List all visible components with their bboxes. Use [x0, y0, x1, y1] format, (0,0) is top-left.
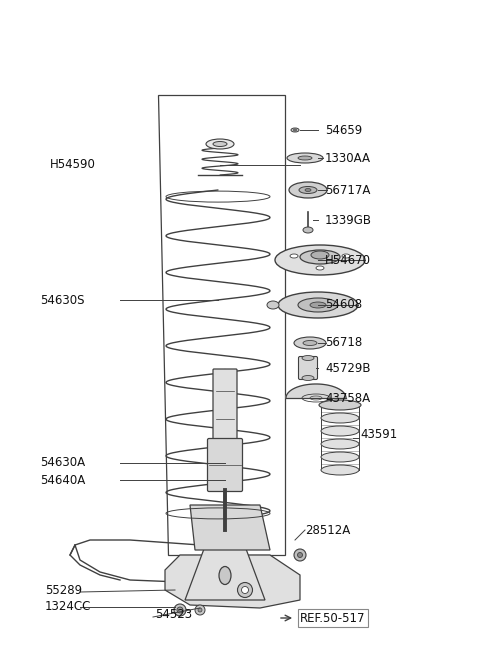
Ellipse shape	[294, 549, 306, 561]
Ellipse shape	[319, 400, 361, 410]
Text: 54608: 54608	[325, 298, 362, 312]
Ellipse shape	[294, 337, 326, 349]
Ellipse shape	[275, 245, 365, 275]
Ellipse shape	[302, 375, 314, 380]
Polygon shape	[286, 384, 346, 398]
Polygon shape	[185, 530, 265, 600]
Text: H54670: H54670	[325, 253, 371, 266]
Ellipse shape	[174, 604, 186, 616]
Text: 1330AA: 1330AA	[325, 152, 371, 165]
Ellipse shape	[213, 142, 227, 146]
Ellipse shape	[321, 465, 359, 475]
Ellipse shape	[278, 292, 358, 318]
Text: 54523: 54523	[155, 609, 192, 621]
Ellipse shape	[299, 186, 317, 194]
Ellipse shape	[303, 340, 317, 346]
Text: 1339GB: 1339GB	[325, 213, 372, 226]
Ellipse shape	[290, 254, 298, 258]
Ellipse shape	[298, 552, 302, 558]
Text: 55289: 55289	[45, 583, 82, 596]
Ellipse shape	[321, 426, 359, 436]
Ellipse shape	[302, 356, 314, 361]
Ellipse shape	[195, 605, 205, 615]
Ellipse shape	[321, 452, 359, 462]
Text: 43591: 43591	[360, 428, 397, 441]
Ellipse shape	[305, 188, 311, 192]
Text: H54590: H54590	[50, 159, 96, 171]
Ellipse shape	[287, 153, 323, 163]
Ellipse shape	[303, 227, 313, 233]
Text: 54659: 54659	[325, 123, 362, 136]
Ellipse shape	[300, 250, 340, 264]
Ellipse shape	[289, 182, 327, 198]
Text: 56718: 56718	[325, 337, 362, 350]
Ellipse shape	[321, 413, 359, 423]
Ellipse shape	[310, 302, 326, 308]
Polygon shape	[190, 505, 270, 550]
Ellipse shape	[298, 298, 338, 312]
Ellipse shape	[316, 266, 324, 270]
Text: 54630S: 54630S	[40, 293, 84, 306]
Ellipse shape	[177, 607, 183, 613]
FancyBboxPatch shape	[207, 438, 242, 491]
FancyBboxPatch shape	[213, 369, 237, 441]
Text: 54630A: 54630A	[40, 457, 85, 470]
Text: 1324CC: 1324CC	[45, 600, 91, 613]
Polygon shape	[165, 555, 300, 608]
Polygon shape	[158, 95, 285, 555]
FancyBboxPatch shape	[299, 356, 317, 380]
Text: 45729B: 45729B	[325, 361, 371, 375]
Text: 56717A: 56717A	[325, 184, 371, 197]
Ellipse shape	[198, 608, 202, 612]
Ellipse shape	[311, 251, 329, 259]
Text: REF.50-517: REF.50-517	[300, 611, 365, 625]
Ellipse shape	[241, 586, 249, 594]
Ellipse shape	[321, 439, 359, 449]
Ellipse shape	[238, 583, 252, 598]
Ellipse shape	[298, 156, 312, 160]
Text: 28512A: 28512A	[305, 523, 350, 537]
Ellipse shape	[293, 129, 297, 131]
Ellipse shape	[267, 301, 279, 309]
Ellipse shape	[206, 139, 234, 149]
Ellipse shape	[291, 128, 299, 132]
Text: 54640A: 54640A	[40, 474, 85, 487]
Text: 43758A: 43758A	[325, 392, 370, 405]
Ellipse shape	[342, 254, 350, 258]
Ellipse shape	[219, 567, 231, 584]
